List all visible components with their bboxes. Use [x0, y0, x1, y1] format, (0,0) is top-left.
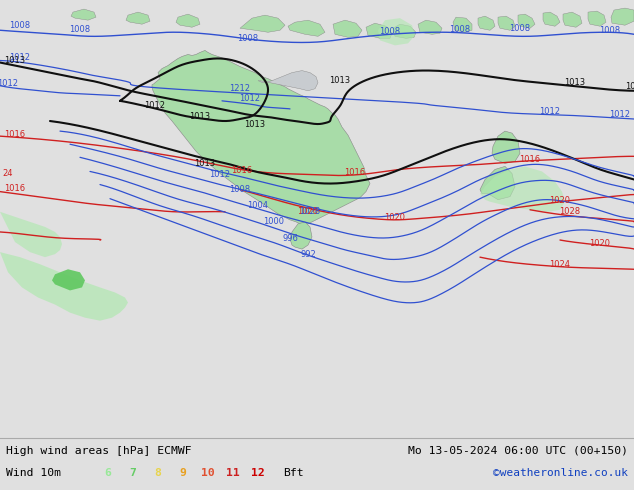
Polygon shape [126, 12, 150, 24]
Text: 1212: 1212 [230, 84, 250, 93]
Text: 1008: 1008 [510, 24, 531, 33]
Text: 1028: 1028 [299, 207, 321, 216]
Text: 1012: 1012 [0, 79, 18, 88]
Text: 1008: 1008 [599, 26, 621, 35]
Text: 1013: 1013 [190, 113, 210, 122]
Polygon shape [176, 14, 200, 27]
Text: Bft: Bft [283, 468, 304, 478]
Polygon shape [288, 20, 325, 36]
Text: 9: 9 [179, 468, 186, 478]
Text: 8: 8 [155, 468, 162, 478]
Text: 1016: 1016 [4, 184, 25, 193]
Polygon shape [240, 15, 285, 32]
Text: 1012: 1012 [209, 170, 231, 179]
Text: Mo 13-05-2024 06:00 UTC (00+150): Mo 13-05-2024 06:00 UTC (00+150) [408, 446, 628, 456]
Text: 1008: 1008 [238, 34, 259, 43]
Polygon shape [71, 9, 96, 20]
Text: 24: 24 [3, 169, 13, 178]
Text: 1013: 1013 [4, 56, 25, 65]
Text: 1024: 1024 [550, 260, 571, 269]
Text: 1012: 1012 [10, 53, 30, 62]
Text: 1020: 1020 [550, 196, 571, 205]
Polygon shape [480, 167, 515, 200]
Text: 1016: 1016 [4, 130, 25, 139]
Polygon shape [588, 11, 606, 26]
Text: 12: 12 [251, 468, 265, 478]
Polygon shape [492, 131, 520, 163]
Text: 11: 11 [226, 468, 240, 478]
Text: 1028: 1028 [559, 207, 581, 216]
Polygon shape [543, 12, 560, 26]
Text: 1012: 1012 [540, 107, 560, 117]
Polygon shape [518, 14, 535, 28]
Text: 1016: 1016 [344, 168, 366, 177]
Text: 1008: 1008 [379, 27, 401, 36]
Polygon shape [52, 270, 85, 291]
Text: 1020: 1020 [384, 213, 406, 222]
Text: 996: 996 [282, 234, 298, 243]
Text: 1016: 1016 [519, 155, 541, 164]
Polygon shape [418, 20, 442, 34]
Text: 7: 7 [129, 468, 136, 478]
Polygon shape [366, 23, 392, 38]
Polygon shape [563, 12, 582, 27]
Text: 1016: 1016 [231, 166, 252, 175]
Text: 10: 10 [624, 82, 634, 91]
Polygon shape [333, 20, 362, 37]
Text: 1008: 1008 [450, 25, 470, 34]
Polygon shape [0, 252, 128, 320]
Polygon shape [611, 8, 634, 25]
Text: Wind 10m: Wind 10m [6, 468, 61, 478]
Polygon shape [393, 24, 416, 38]
Polygon shape [453, 17, 472, 32]
Polygon shape [290, 222, 312, 249]
Text: 1012: 1012 [145, 101, 165, 110]
Text: 1012: 1012 [609, 110, 630, 120]
Polygon shape [152, 50, 370, 225]
Text: 1012: 1012 [240, 95, 261, 103]
Text: 1020: 1020 [297, 207, 318, 216]
Text: 1013: 1013 [245, 120, 266, 128]
Polygon shape [480, 167, 565, 212]
Polygon shape [258, 71, 318, 91]
Text: 992: 992 [300, 249, 316, 259]
Text: 1008: 1008 [230, 185, 250, 194]
Text: 1008: 1008 [10, 21, 30, 30]
Text: 1013: 1013 [195, 159, 216, 168]
Text: 1013: 1013 [564, 78, 586, 87]
Text: ©weatheronline.co.uk: ©weatheronline.co.uk [493, 468, 628, 478]
Text: 10: 10 [201, 468, 215, 478]
Text: 1013: 1013 [330, 76, 351, 85]
Text: 1004: 1004 [247, 201, 269, 210]
Text: 1020: 1020 [590, 239, 611, 247]
Text: High wind areas [hPa] ECMWF: High wind areas [hPa] ECMWF [6, 446, 191, 456]
Polygon shape [498, 16, 515, 30]
Polygon shape [378, 18, 415, 46]
Text: 1000: 1000 [264, 218, 285, 226]
Text: 6: 6 [105, 468, 112, 478]
Polygon shape [0, 212, 62, 257]
Text: 1008: 1008 [70, 25, 91, 34]
Polygon shape [478, 16, 495, 30]
